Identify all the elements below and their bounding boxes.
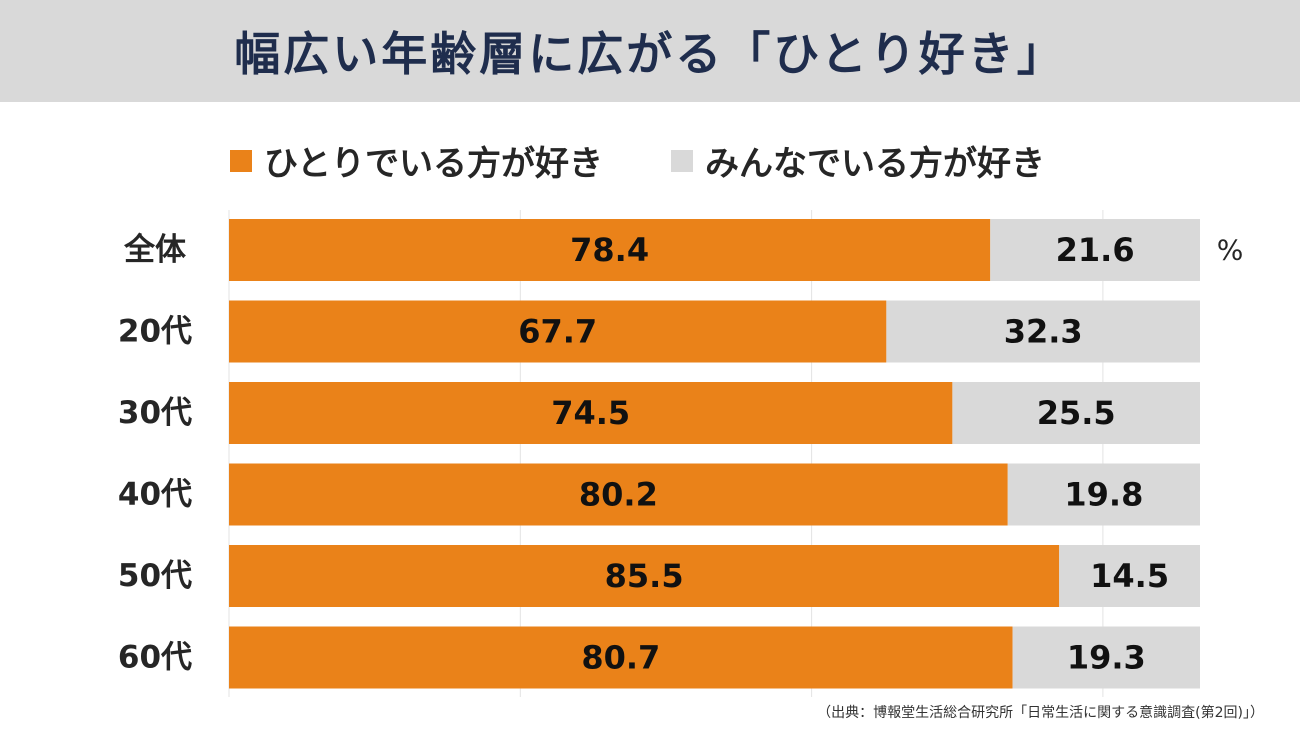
legend-item-alone: ひとりでいる方が好き xyxy=(230,136,603,185)
category-label: 50代 xyxy=(118,558,192,594)
title-banner: 幅広い年齢層に広がる「ひとり好き」 xyxy=(0,0,1300,102)
bar-segment-alone xyxy=(229,300,887,363)
category-label: 40代 xyxy=(118,477,192,513)
unit-label: % xyxy=(1217,234,1244,267)
bar-segment-together xyxy=(990,219,1200,281)
bar-segment-alone xyxy=(229,626,1013,689)
bar-segment-alone xyxy=(229,382,953,444)
bar-segment-together xyxy=(886,300,1200,363)
legend-swatch-together xyxy=(670,149,693,172)
category-label: 20代 xyxy=(118,314,192,350)
bar-segment-together xyxy=(1012,626,1200,689)
data-label: 74.5 xyxy=(551,394,630,432)
data-label: 67.7 xyxy=(518,313,597,351)
bar-segment-together xyxy=(952,382,1200,444)
data-label: 80.7 xyxy=(581,639,660,677)
legend-item-together: みんなでいる方が好き xyxy=(670,136,1045,185)
bar-segment-together xyxy=(1059,545,1200,607)
source-note: （出典：博報堂生活総合研究所「日常生活に関する意識調査(第2回)」） xyxy=(817,705,1264,721)
data-label: 78.4 xyxy=(570,231,649,269)
category-label: 全体 xyxy=(123,232,186,268)
data-label: 32.3 xyxy=(1004,313,1083,351)
data-label: 21.6 xyxy=(1056,231,1135,269)
bar-segment-alone xyxy=(229,545,1060,607)
data-label: 19.3 xyxy=(1067,639,1146,677)
category-label: 60代 xyxy=(118,640,192,676)
category-label: 30代 xyxy=(118,395,192,431)
data-label: 80.2 xyxy=(579,476,658,514)
bar-segment-alone xyxy=(229,219,991,281)
legend: ひとりでいる方が好き みんなでいる方が好き xyxy=(230,136,1113,185)
data-label: 19.8 xyxy=(1064,476,1143,514)
bar-segment-together xyxy=(1007,463,1200,526)
data-label: 14.5 xyxy=(1090,557,1169,595)
legend-label-alone: ひとりでいる方が好き xyxy=(264,144,603,184)
data-label: 85.5 xyxy=(605,557,684,595)
bar-segment-alone xyxy=(229,463,1008,526)
data-label: 25.5 xyxy=(1037,394,1116,432)
legend-swatch-alone xyxy=(230,149,252,172)
page-title: 幅広い年齢層に広がる「ひとり好き」 xyxy=(234,27,1066,81)
legend-label-together: みんなでいる方が好き xyxy=(704,144,1045,184)
